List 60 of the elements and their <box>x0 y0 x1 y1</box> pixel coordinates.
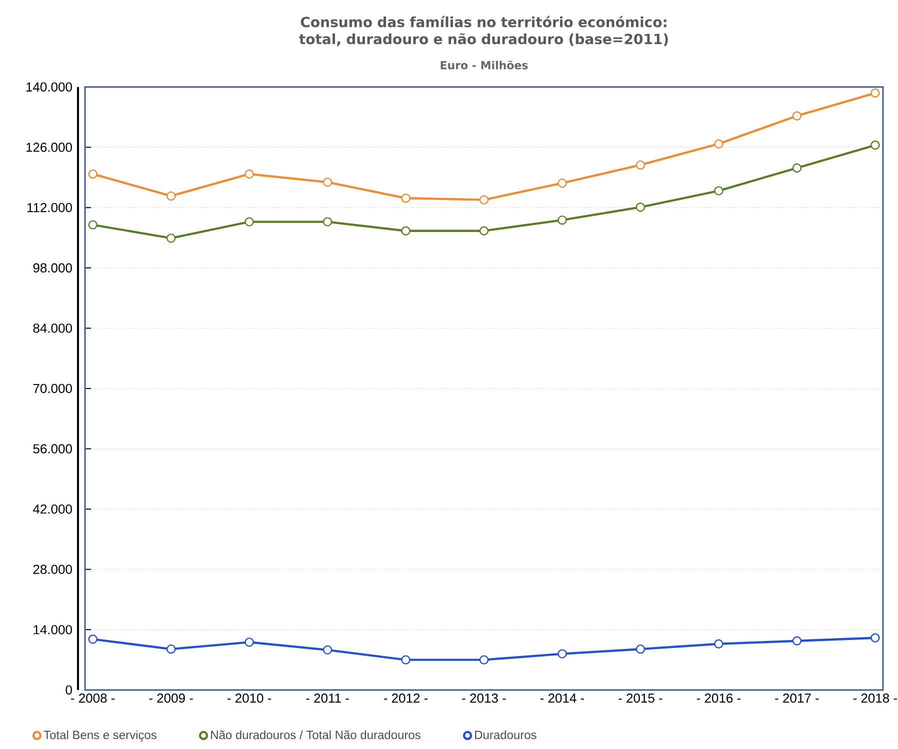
point <box>714 639 724 648</box>
y-tick-label: 14.000 <box>34 625 72 634</box>
x-tick-label: - 2014 - <box>540 694 584 703</box>
point <box>244 638 254 647</box>
point <box>88 169 98 179</box>
y-tick-label: 84.000 <box>33 324 72 333</box>
point <box>401 226 410 236</box>
point <box>792 636 802 646</box>
chart-title: Consumo das famílias no território económico: total, duradouro e não duradouro (base=2011) <box>299 16 668 46</box>
x-tick-label: - 2011 - <box>306 694 349 703</box>
y-tick-label: 0 <box>66 685 72 695</box>
point <box>322 178 332 187</box>
y-tick-label: 140.000 <box>26 82 72 92</box>
point <box>322 645 332 655</box>
point <box>401 655 410 664</box>
point <box>88 220 98 230</box>
x-tick-label: - 2012 - <box>384 694 428 703</box>
point <box>479 655 489 664</box>
point <box>792 111 802 120</box>
x-tick-label: - 2017 - <box>775 694 819 703</box>
point <box>714 139 724 148</box>
point <box>714 186 724 196</box>
legend-label: Não duradouros / Total Não duradouros <box>211 730 420 740</box>
point <box>870 140 880 150</box>
point <box>870 88 880 98</box>
point <box>870 633 880 642</box>
point <box>166 644 176 654</box>
x-tick-label: - 2009 - <box>149 694 193 703</box>
y-tick-label: 112.000 <box>27 202 72 212</box>
point <box>792 163 802 173</box>
legend-label: Duradouros <box>475 730 536 740</box>
y-tick-label: 28.000 <box>33 564 72 574</box>
point <box>479 195 489 204</box>
x-tick-label: - 2018 - <box>853 694 897 703</box>
point <box>636 202 646 212</box>
point <box>558 215 567 225</box>
point <box>244 217 254 226</box>
point <box>322 217 332 226</box>
y-tick-label: 70.000 <box>33 384 72 394</box>
x-tick-label: - 2010 - <box>227 694 272 703</box>
legend-label: Total Bens e serviços <box>44 730 156 742</box>
x-tick-label: - 2015 - <box>618 694 662 703</box>
point <box>88 634 98 644</box>
point <box>166 234 176 243</box>
x-tick-label: - 2013 - <box>462 694 506 703</box>
point <box>401 194 410 203</box>
point <box>636 644 646 654</box>
chart-subtitle: Euro - Milhões <box>440 60 528 70</box>
y-tick-label: 98.000 <box>33 263 72 272</box>
y-tick-label: 42.000 <box>33 504 72 514</box>
y-tick-label: 56.000 <box>33 444 72 454</box>
x-tick-label: - 2008 - <box>71 694 115 703</box>
y-tick-label: 126.000 <box>26 142 72 152</box>
x-tick-label: - 2016 - <box>696 694 741 703</box>
point <box>636 160 646 170</box>
point <box>244 169 254 179</box>
point <box>558 649 567 658</box>
point <box>166 191 176 201</box>
point <box>558 178 567 188</box>
point <box>479 226 489 236</box>
